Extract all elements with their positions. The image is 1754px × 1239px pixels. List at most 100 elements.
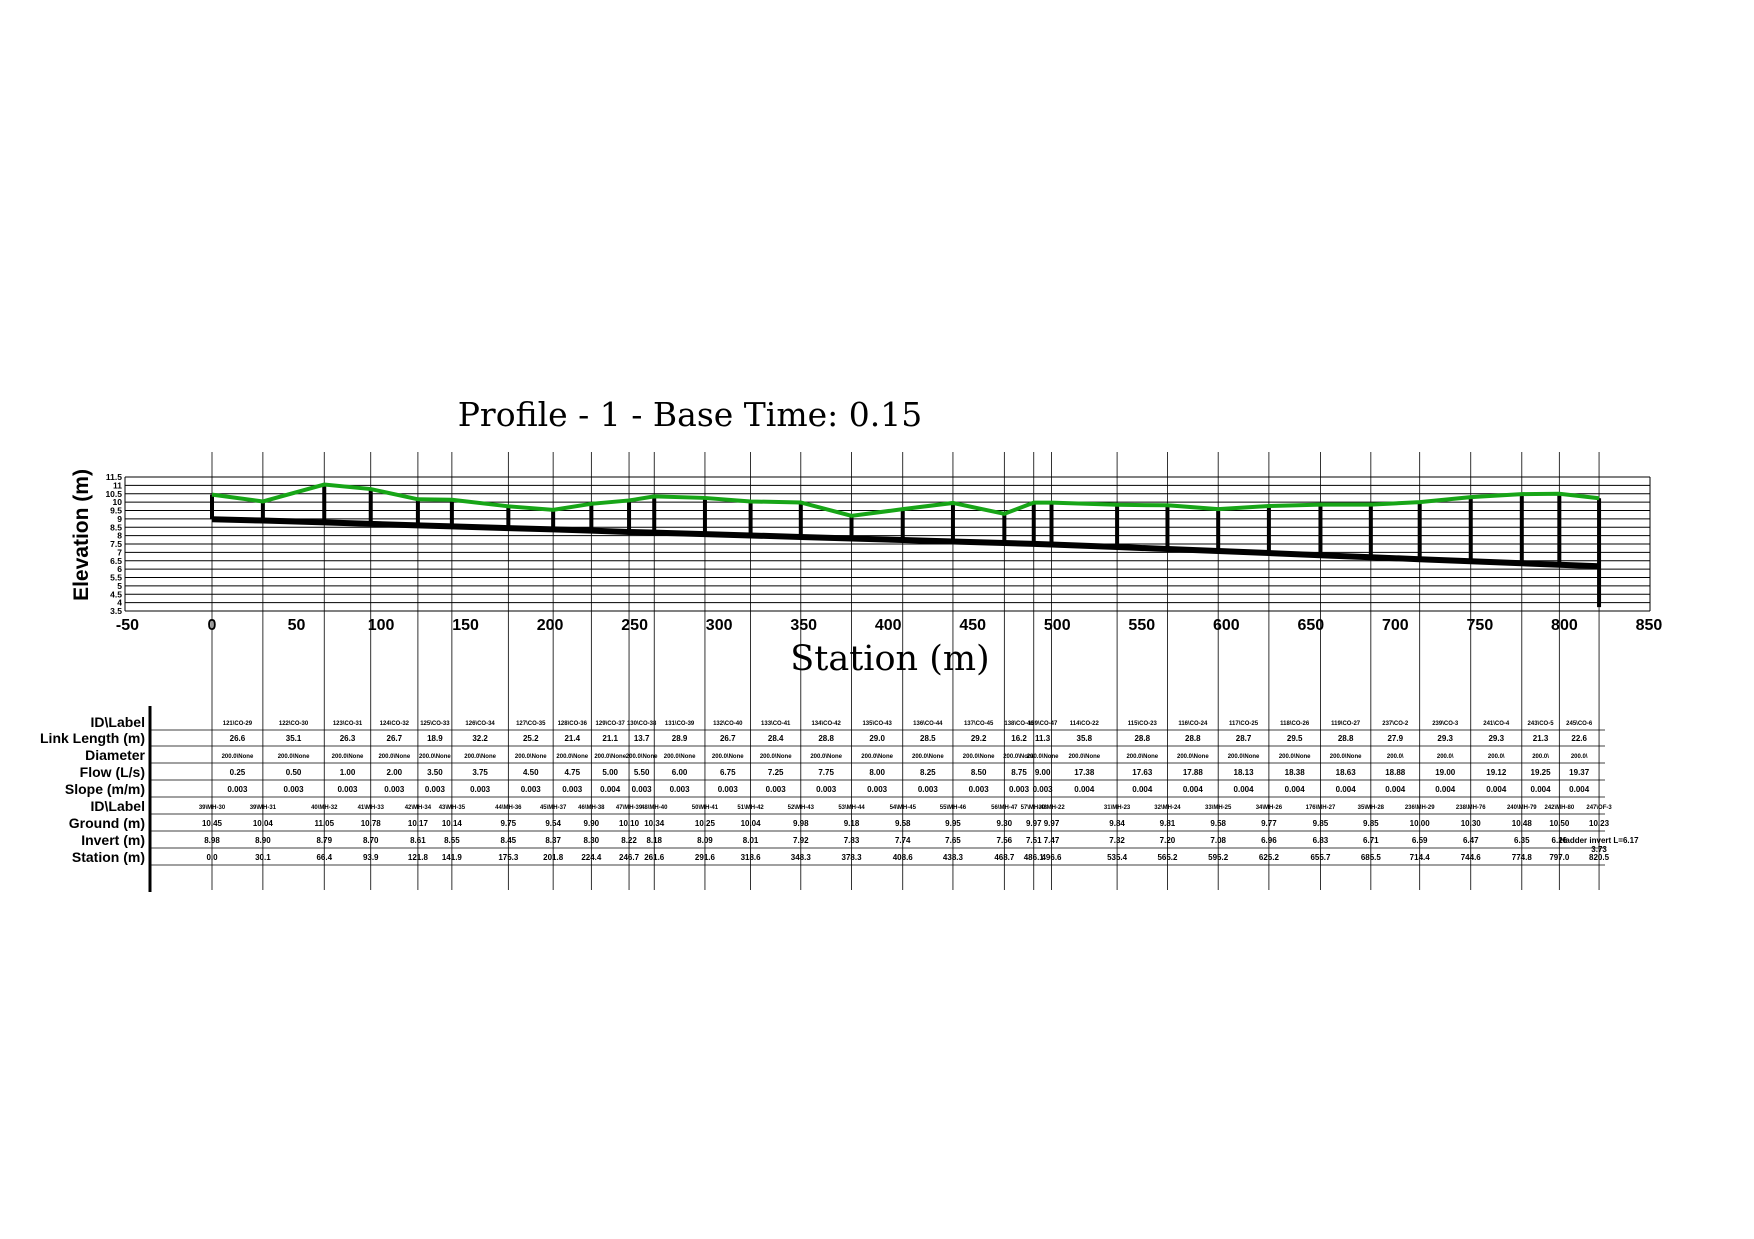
node-id-cell: 247\OF-3 — [1586, 805, 1612, 811]
node-station-cell: 774.8 — [1512, 853, 1533, 862]
link-diameter-cell: 200.0\None — [1177, 754, 1209, 760]
node-invert-cell: 8.45 — [501, 836, 517, 845]
node-invert-cell: Hadder invert L=6.17 — [1560, 836, 1639, 845]
node-ground-cell: 10.30 — [1461, 819, 1482, 828]
link-length-cell: 26.3 — [340, 734, 356, 743]
node-station-cell: 348.3 — [791, 853, 812, 862]
node-invert-cell: 7.92 — [793, 836, 809, 845]
node-invert-cell: 8.01 — [743, 836, 759, 845]
link-slope-cell: 0.003 — [1033, 785, 1054, 794]
node-station-cell: 655.7 — [1310, 853, 1331, 862]
link-length-cell: 29.0 — [869, 734, 885, 743]
y-tick-label: 8 — [117, 531, 122, 541]
link-id-cell: 133\CO-41 — [761, 721, 791, 727]
node-invert-cell: 7.74 — [895, 836, 911, 845]
node-id-cell: 39\MH-31 — [250, 805, 277, 811]
link-diameter-cell: 200.0\None — [1330, 754, 1362, 760]
node-station-cell: 0.0 — [206, 853, 218, 862]
link-length-cell: 27.9 — [1387, 734, 1403, 743]
node-id-cell: 176\MH-27 — [1306, 805, 1336, 811]
node-ground-cell: 9.90 — [584, 819, 600, 828]
node-ground-cell: 10.34 — [644, 819, 665, 828]
node-station-cell: 141.9 — [442, 853, 463, 862]
node-ground-cell: 9.85 — [1363, 819, 1379, 828]
y-tick-label: 6.5 — [110, 556, 122, 566]
link-id-cell: 131\CO-39 — [665, 721, 695, 727]
x-tick-label: 600 — [1213, 617, 1240, 634]
link-length-cell: 29.5 — [1287, 734, 1303, 743]
y-axis-label: Elevation (m) — [70, 469, 93, 601]
link-diameter-cell: 200.0\None — [664, 754, 696, 760]
node-invert-cell: 6.47 — [1463, 836, 1479, 845]
node-ground-cell: 10.25 — [695, 819, 716, 828]
node-ground-cell: 9.75 — [501, 819, 517, 828]
node-id-cell: 34\MH-26 — [1256, 805, 1283, 811]
link-length-cell: 28.9 — [672, 734, 688, 743]
link-length-cell: 28.8 — [1338, 734, 1354, 743]
node-invert-cell: 8.22 — [621, 836, 637, 845]
link-flow-cell: 4.75 — [564, 768, 580, 777]
link-length-cell: 35.8 — [1077, 734, 1093, 743]
node-invert-cell: 8.37 — [545, 836, 561, 845]
node-id-cell: 56\MH-47 — [991, 805, 1018, 811]
link-diameter-cell: 200.0\None — [1228, 754, 1260, 760]
link-flow-cell: 8.50 — [971, 768, 987, 777]
node-id-cell: 236\MH-29 — [1405, 805, 1435, 811]
node-id-cell: 39\MH-30 — [199, 805, 226, 811]
link-id-cell: 114\CO-22 — [1070, 721, 1100, 727]
link-slope-cell: 0.003 — [521, 785, 542, 794]
node-id-cell: 52\MH-43 — [788, 805, 815, 811]
link-flow-cell: 19.00 — [1435, 768, 1456, 777]
link-flow-cell: 17.88 — [1183, 768, 1204, 777]
node-id-cell: 54\MH-45 — [890, 805, 917, 811]
link-slope-cell: 0.003 — [632, 785, 653, 794]
link-slope-cell: 0.003 — [816, 785, 837, 794]
node-id-cell: 242\MH-80 — [1544, 805, 1574, 811]
x-tick-label: 150 — [452, 617, 479, 634]
node-station-cell: 685.5 — [1361, 853, 1382, 862]
node-invert-cell: 7.51 — [1026, 836, 1042, 845]
link-length-cell: 28.5 — [920, 734, 936, 743]
y-tick-label: 10.5 — [105, 489, 122, 499]
link-flow-cell: 17.63 — [1132, 768, 1153, 777]
x-tick-label: 250 — [621, 617, 648, 634]
node-invert-cell: 6.35 — [1514, 836, 1530, 845]
node-station-cell: 595.2 — [1208, 853, 1229, 862]
node-invert-cell: 7.65 — [945, 836, 961, 845]
y-tick-label: 9 — [117, 514, 122, 524]
node-id-cell: 45\MH-37 — [540, 805, 567, 811]
x-tick-label: -50 — [116, 617, 139, 634]
link-diameter-cell: 200.0\None — [419, 754, 451, 760]
link-diameter-cell: 200.0\None — [1279, 754, 1311, 760]
node-ground-cell: 9.77 — [1261, 819, 1277, 828]
link-length-cell: 18.9 — [427, 734, 443, 743]
node-ground-cell: 10.17 — [408, 819, 429, 828]
x-tick-label: 650 — [1297, 617, 1324, 634]
node-ground-cell: 10.78 — [361, 819, 382, 828]
y-tick-label: 11.5 — [106, 472, 122, 482]
link-flow-cell: 19.12 — [1486, 768, 1507, 777]
node-ground-cell: 10.23 — [1589, 819, 1610, 828]
node-station-cell: 714.4 — [1410, 853, 1431, 862]
link-diameter-cell: 200.0\ — [1571, 754, 1588, 760]
y-tick-label: 8.5 — [110, 522, 122, 532]
node-station-cell: 797.0 — [1549, 853, 1570, 862]
node-invert-cell: 6.71 — [1363, 836, 1379, 845]
node-id-cell: 42\MH-34 — [405, 805, 432, 811]
link-diameter-cell: 200.0\None — [861, 754, 893, 760]
link-length-cell: 21.4 — [564, 734, 580, 743]
link-length-cell: 29.2 — [971, 734, 987, 743]
link-diameter-cell: 200.0\None — [278, 754, 310, 760]
y-tick-label: 6 — [117, 564, 122, 574]
node-ground-cell: 10.04 — [253, 819, 274, 828]
link-flow-cell: 9.00 — [1035, 768, 1051, 777]
node-station-cell: 121.8 — [408, 853, 429, 862]
link-slope-cell: 0.004 — [600, 785, 621, 794]
node-id-cell: 44\MH-36 — [495, 805, 522, 811]
link-length-cell: 28.8 — [818, 734, 834, 743]
node-station-cell: 175.3 — [498, 853, 519, 862]
link-flow-cell: 1.00 — [340, 768, 356, 777]
link-length-cell: 28.8 — [1185, 734, 1201, 743]
link-length-cell: 35.1 — [286, 734, 302, 743]
manhole-lines — [210, 484, 1602, 608]
